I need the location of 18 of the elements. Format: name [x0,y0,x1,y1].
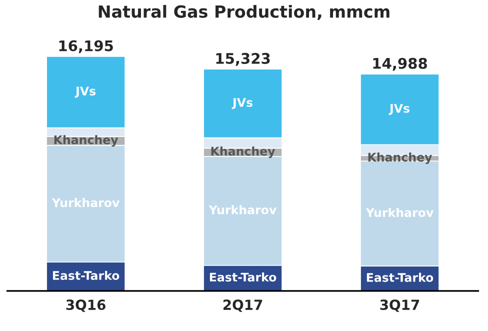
text: Khanchey [211,146,276,158]
annotation: 14,988 [373,58,427,71]
series-label: JVs [74,86,96,98]
text: JVs [232,98,252,110]
annotation: 15,323 [216,52,270,66]
text: Yurkharov [366,208,434,217]
text: Yurkharov [208,205,276,214]
x-tick-label: 2Q17 [223,300,262,312]
series-label: East-Tarko [366,272,434,282]
text: East-Tarko [52,270,120,280]
series-label: Khanchey [54,135,118,147]
x-tick-label: 3Q17 [380,300,420,312]
text: East-Tarko [210,272,276,282]
annotation: 16,195 [59,40,113,54]
x-tick-label: 3Q16 [66,300,106,312]
series-label: Yurkharov [52,198,120,208]
text: JVs [388,104,410,115]
chart-title: Natural Gas Production, mmcm [98,4,390,20]
